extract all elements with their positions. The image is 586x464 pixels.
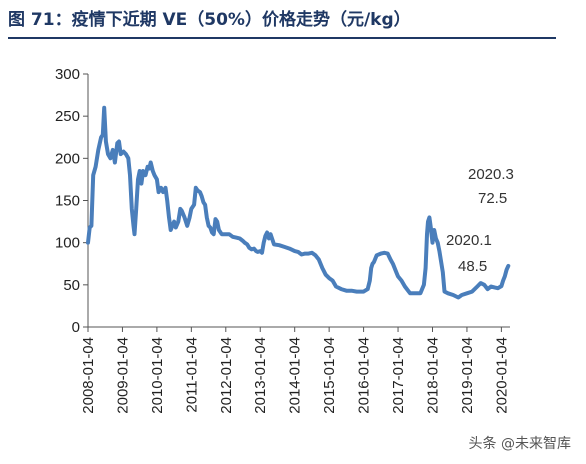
- x-tick-label: 2017-01-04: [390, 337, 407, 414]
- x-tick-label: 2019-01-04: [459, 337, 476, 414]
- annotation-2020-3-value: 72.5: [478, 190, 507, 207]
- x-axis: 2008-01-04 2009-01-04 2010-01-04 2011-01-04…: [80, 326, 510, 414]
- y-tick-label: 200: [55, 150, 80, 167]
- x-tick-label: 2012-01-04: [218, 337, 235, 414]
- y-tick-label: 0: [72, 319, 80, 336]
- x-tick-label: 2014-01-04: [287, 337, 304, 414]
- x-tick-label: 2015-01-04: [321, 337, 338, 414]
- x-tick-label: 2009-01-04: [114, 337, 131, 414]
- title-rule: [8, 37, 556, 39]
- annotations: 2020.3 72.5 2020.1 48.5: [446, 166, 514, 275]
- x-tick-label: 2020-01-04: [493, 337, 510, 414]
- series-line: [86, 105, 511, 300]
- x-tick-label: 2018-01-04: [424, 337, 441, 414]
- figure-title: 图 71：疫情下近期 VE（50%）价格走势（元/kg）: [8, 10, 411, 30]
- x-tick-label: 2008-01-04: [80, 337, 97, 414]
- series-group: [86, 105, 511, 300]
- y-axis: 0 50 100 150 200 250 300: [55, 66, 89, 336]
- x-tick-label: 2016-01-04: [356, 337, 373, 414]
- annotation-2020-1-date: 2020.1: [446, 232, 492, 249]
- x-tick-label: 2010-01-04: [149, 337, 166, 414]
- y-tick-label: 150: [55, 193, 80, 210]
- watermark: 头条 @未来智库: [465, 432, 574, 454]
- x-tick-label: 2013-01-04: [252, 337, 269, 414]
- x-tick-label: 2011-01-04: [183, 337, 200, 413]
- y-tick-label: 300: [55, 66, 80, 83]
- y-tick-label: 50: [63, 277, 80, 294]
- annotation-2020-3-date: 2020.3: [468, 166, 514, 183]
- y-tick-label: 100: [55, 235, 80, 252]
- y-tick-label: 250: [55, 108, 80, 125]
- annotation-2020-1-value: 48.5: [458, 258, 487, 275]
